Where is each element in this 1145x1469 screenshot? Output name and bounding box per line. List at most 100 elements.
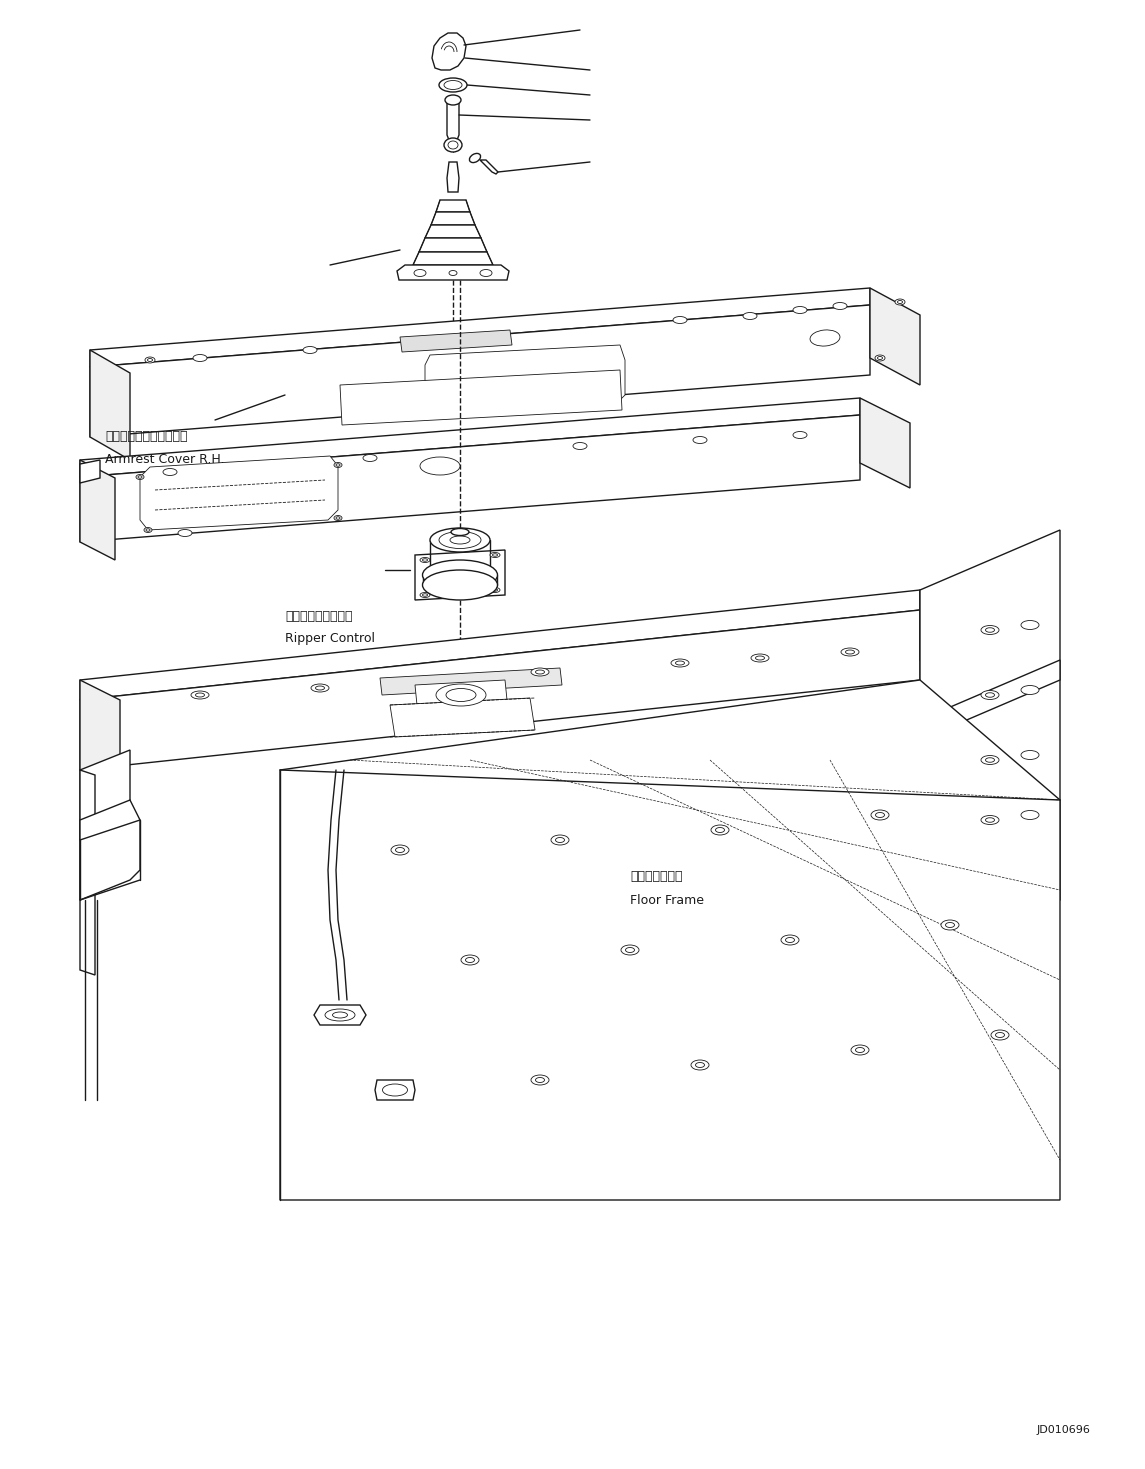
Ellipse shape xyxy=(461,955,479,965)
Polygon shape xyxy=(140,455,338,530)
Ellipse shape xyxy=(531,1075,548,1086)
Polygon shape xyxy=(432,32,466,71)
Ellipse shape xyxy=(334,516,342,520)
Ellipse shape xyxy=(810,331,840,347)
Ellipse shape xyxy=(303,347,317,354)
Polygon shape xyxy=(447,162,459,192)
Ellipse shape xyxy=(194,354,207,361)
Polygon shape xyxy=(80,460,100,483)
Ellipse shape xyxy=(673,316,687,323)
Ellipse shape xyxy=(163,469,177,476)
Ellipse shape xyxy=(439,532,481,548)
Polygon shape xyxy=(80,398,860,477)
Ellipse shape xyxy=(986,693,995,698)
Polygon shape xyxy=(413,253,493,264)
Polygon shape xyxy=(314,1005,366,1025)
Ellipse shape xyxy=(363,454,377,461)
Ellipse shape xyxy=(423,593,427,596)
Polygon shape xyxy=(447,100,459,140)
Polygon shape xyxy=(80,610,919,770)
Ellipse shape xyxy=(555,837,564,843)
Ellipse shape xyxy=(316,686,324,690)
Polygon shape xyxy=(80,801,140,900)
Ellipse shape xyxy=(431,527,490,552)
Ellipse shape xyxy=(490,552,500,558)
Ellipse shape xyxy=(439,78,467,93)
Text: リッパコントロール: リッパコントロール xyxy=(285,610,353,623)
Ellipse shape xyxy=(147,529,150,532)
Ellipse shape xyxy=(390,845,409,855)
Ellipse shape xyxy=(1021,620,1039,630)
Ellipse shape xyxy=(625,948,634,952)
Polygon shape xyxy=(390,698,535,737)
Ellipse shape xyxy=(444,138,461,151)
Polygon shape xyxy=(919,591,980,690)
Ellipse shape xyxy=(793,307,807,313)
Ellipse shape xyxy=(469,153,481,163)
Polygon shape xyxy=(90,350,131,460)
Polygon shape xyxy=(281,680,1060,1200)
Ellipse shape xyxy=(492,589,497,591)
Polygon shape xyxy=(340,370,622,425)
Ellipse shape xyxy=(139,476,142,479)
Text: Armrest Cover R.H.: Armrest Cover R.H. xyxy=(105,452,224,466)
Ellipse shape xyxy=(895,300,905,306)
Polygon shape xyxy=(80,416,860,542)
Ellipse shape xyxy=(693,436,706,444)
Ellipse shape xyxy=(941,920,960,930)
Ellipse shape xyxy=(136,474,144,479)
Ellipse shape xyxy=(875,355,885,361)
Polygon shape xyxy=(380,668,562,695)
Polygon shape xyxy=(376,1080,414,1100)
Polygon shape xyxy=(80,751,131,840)
Polygon shape xyxy=(860,398,910,488)
Polygon shape xyxy=(436,200,469,212)
Ellipse shape xyxy=(981,690,998,699)
Polygon shape xyxy=(414,549,505,599)
Polygon shape xyxy=(414,680,507,705)
Ellipse shape xyxy=(466,958,474,962)
Ellipse shape xyxy=(785,937,795,943)
Ellipse shape xyxy=(981,815,998,824)
Polygon shape xyxy=(80,460,114,560)
Ellipse shape xyxy=(449,270,457,276)
Polygon shape xyxy=(425,225,481,238)
Ellipse shape xyxy=(436,685,485,707)
Ellipse shape xyxy=(420,457,460,474)
Polygon shape xyxy=(431,212,475,225)
Ellipse shape xyxy=(492,554,497,557)
Ellipse shape xyxy=(444,81,461,90)
Ellipse shape xyxy=(871,809,889,820)
Ellipse shape xyxy=(676,661,685,665)
Ellipse shape xyxy=(431,563,490,588)
Polygon shape xyxy=(919,660,1060,740)
Ellipse shape xyxy=(711,826,729,834)
Ellipse shape xyxy=(335,464,340,466)
Polygon shape xyxy=(400,331,512,353)
Polygon shape xyxy=(90,288,870,367)
Ellipse shape xyxy=(743,313,757,319)
Ellipse shape xyxy=(834,303,847,310)
Polygon shape xyxy=(80,680,120,790)
Ellipse shape xyxy=(690,1061,709,1069)
Polygon shape xyxy=(419,238,487,253)
Ellipse shape xyxy=(845,649,854,654)
Ellipse shape xyxy=(335,517,340,519)
Ellipse shape xyxy=(445,95,461,104)
Ellipse shape xyxy=(382,1084,408,1096)
Ellipse shape xyxy=(490,588,500,592)
Ellipse shape xyxy=(196,693,205,696)
Ellipse shape xyxy=(986,818,995,823)
Polygon shape xyxy=(80,591,919,701)
Ellipse shape xyxy=(551,834,569,845)
Ellipse shape xyxy=(751,654,769,663)
Ellipse shape xyxy=(695,1062,704,1068)
Polygon shape xyxy=(80,770,95,975)
Ellipse shape xyxy=(572,442,587,450)
Text: フロアフレーム: フロアフレーム xyxy=(630,870,682,883)
Ellipse shape xyxy=(876,812,884,818)
Ellipse shape xyxy=(334,463,342,467)
Ellipse shape xyxy=(420,592,431,598)
Ellipse shape xyxy=(992,1030,1009,1040)
Text: アームレストカバー　右: アームレストカバー 右 xyxy=(105,430,188,444)
